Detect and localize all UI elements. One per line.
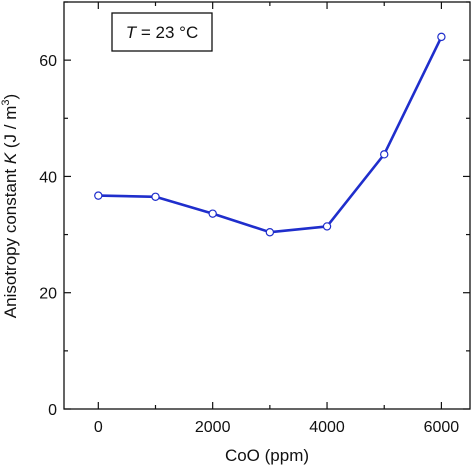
y-tick-label: 0 [48, 402, 57, 419]
data-point [208, 209, 217, 218]
x-tick-label: 2000 [195, 419, 231, 436]
x-tick-label: 0 [94, 419, 103, 436]
data-point [151, 192, 160, 201]
x-tick-label: 4000 [309, 419, 345, 436]
y-axis-label: Anisotropy constant K (J / m3) [0, 94, 20, 318]
data-point [265, 228, 275, 237]
annotation-box: T = 23 °C [111, 12, 213, 52]
series-line [98, 36, 443, 234]
y-tick-label: 60 [39, 53, 57, 70]
axis-ticks [64, 1, 470, 410]
tick-labels: 0 2000 4000 6000 0 20 40 60 [39, 53, 459, 436]
data-point [322, 222, 332, 231]
x-axis-label: CoO (ppm) [225, 446, 309, 465]
plot-frame [63, 1, 471, 410]
x-tick-label: 6000 [424, 419, 460, 436]
y-tick-label: 20 [39, 286, 57, 303]
data-point [437, 32, 446, 42]
data-point [380, 150, 389, 159]
annotation-text: T = 23 °C [126, 23, 198, 42]
series-layer [94, 32, 446, 237]
y-tick-label: 40 [39, 169, 57, 186]
data-point [94, 191, 103, 200]
